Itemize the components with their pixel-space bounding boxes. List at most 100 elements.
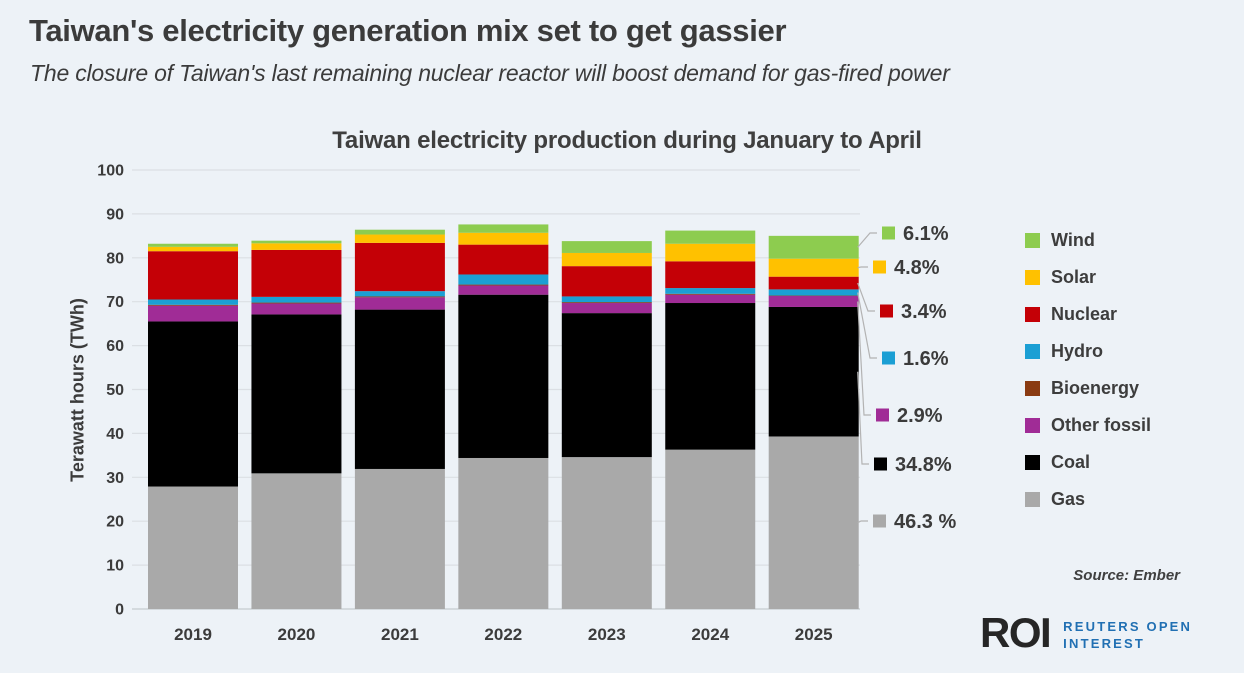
leader-line-nuclear bbox=[857, 282, 875, 312]
legend-swatch-coal bbox=[1025, 455, 1040, 470]
bar-2020-coal bbox=[251, 314, 342, 474]
chart-title: Taiwan electricity production during Jan… bbox=[332, 127, 922, 154]
bar-2025-wind bbox=[768, 235, 859, 259]
y-tick-label-70: 70 bbox=[106, 294, 124, 311]
bar-2023-wind bbox=[561, 241, 652, 253]
bar-2019-bioenergy bbox=[148, 304, 238, 306]
bar-2022-nuclear bbox=[458, 244, 549, 275]
bar-2019-wind bbox=[148, 243, 238, 247]
bar-2025-other-fossil bbox=[768, 295, 859, 307]
bar-2025-nuclear bbox=[768, 276, 859, 290]
callout-swatch-hydro bbox=[882, 351, 895, 365]
bar-2025-gas bbox=[768, 436, 859, 609]
bar-2022-hydro bbox=[458, 274, 549, 285]
bar-2025-solar bbox=[768, 258, 859, 277]
legend-label-hydro: Hydro bbox=[1051, 341, 1104, 361]
roi-logo-mark: ROI bbox=[980, 609, 1052, 656]
bar-2022-wind bbox=[458, 224, 549, 233]
bar-2019-solar bbox=[148, 246, 238, 252]
legend-label-gas: Gas bbox=[1051, 489, 1086, 509]
bar-2021-gas bbox=[354, 468, 445, 609]
x-tick-label-2019: 2019 bbox=[174, 625, 212, 644]
callout-text-nuclear: 3.4% bbox=[901, 301, 947, 323]
x-tick-label-2022: 2022 bbox=[484, 625, 522, 644]
legend-swatch-wind bbox=[1025, 233, 1040, 248]
bar-2020-solar bbox=[251, 243, 342, 250]
bar-2024-gas bbox=[665, 449, 756, 609]
legend-item-solar: Solar bbox=[1025, 259, 1215, 296]
bar-2023-gas bbox=[561, 457, 652, 609]
y-tick-label-100: 100 bbox=[97, 163, 124, 180]
y-tick-label-60: 60 bbox=[106, 338, 124, 355]
callout-swatch-solar bbox=[873, 260, 886, 274]
bar-2021-coal bbox=[354, 309, 445, 469]
bar-2021-bioenergy bbox=[354, 296, 445, 298]
y-tick-label-40: 40 bbox=[106, 426, 124, 443]
legend-item-gas: Gas bbox=[1025, 481, 1215, 518]
callout-text-solar: 4.8% bbox=[894, 257, 940, 279]
chart-legend: Wind Solar Nuclear Hydro Bioenergy Other foss… bbox=[1025, 222, 1215, 518]
leader-line-other-fossil bbox=[857, 301, 871, 416]
bar-2023-bioenergy bbox=[561, 302, 652, 304]
source-note: Source: Ember bbox=[1073, 567, 1180, 584]
legend-label-solar: Solar bbox=[1051, 267, 1097, 287]
bar-2020-wind bbox=[251, 240, 342, 244]
leader-line-hydro bbox=[857, 292, 877, 359]
bar-2020-hydro bbox=[251, 296, 342, 303]
y-tick-label-20: 20 bbox=[106, 514, 124, 531]
bar-2023-other-fossil bbox=[561, 303, 652, 314]
legend-item-hydro: Hydro bbox=[1025, 333, 1215, 370]
legend-label-bioenergy: Bioenergy bbox=[1051, 378, 1140, 398]
bar-2021-nuclear bbox=[354, 242, 445, 292]
bar-2019-hydro bbox=[148, 299, 238, 305]
bar-2022-other-fossil bbox=[458, 285, 549, 295]
bar-2019-coal bbox=[148, 321, 238, 487]
bar-2020-nuclear bbox=[251, 249, 342, 297]
callout-swatch-other-fossil bbox=[876, 408, 889, 422]
callout-swatch-wind bbox=[882, 226, 895, 240]
page-title: Taiwan's electricity generation mix set … bbox=[29, 13, 787, 48]
callout-text-hydro: 1.6% bbox=[903, 348, 949, 370]
legend-label-wind: Wind bbox=[1051, 230, 1095, 250]
leader-line-gas bbox=[857, 520, 868, 524]
bar-2022-gas bbox=[458, 457, 549, 609]
legend-swatch-other-fossil bbox=[1025, 418, 1040, 433]
roi-logo-tagline: REUTERS OPEN INTEREST bbox=[1063, 619, 1193, 651]
x-tick-label-2021: 2021 bbox=[381, 625, 419, 644]
legend-item-other-fossil: Other fossil bbox=[1025, 407, 1215, 444]
bar-2025-hydro bbox=[768, 289, 859, 296]
bar-2020-gas bbox=[251, 473, 342, 609]
callout-swatch-coal bbox=[874, 457, 887, 471]
bar-2024-bioenergy bbox=[665, 293, 756, 295]
y-tick-label-80: 80 bbox=[106, 250, 124, 267]
bar-2024-wind bbox=[665, 230, 756, 244]
legend-label-other-fossil: Other fossil bbox=[1051, 415, 1152, 435]
x-tick-label-2025: 2025 bbox=[795, 625, 833, 644]
legend-swatch-hydro bbox=[1025, 344, 1040, 359]
legend-swatch-nuclear bbox=[1025, 307, 1040, 322]
bar-2022-solar bbox=[458, 232, 549, 245]
y-tick-label-10: 10 bbox=[106, 558, 124, 575]
annotations: 6.1% 4.8% 3.4% 1.6% 2.9% 34.8% 46.3 % bbox=[857, 223, 956, 533]
bar-2021-wind bbox=[354, 229, 445, 235]
bar-2021-hydro bbox=[354, 291, 445, 297]
bar-2022-bioenergy bbox=[458, 284, 549, 286]
bar-2021-solar bbox=[354, 234, 445, 243]
bar-2019-gas bbox=[148, 486, 238, 609]
y-tick-label-0: 0 bbox=[115, 602, 124, 619]
bar-2023-hydro bbox=[561, 296, 652, 303]
leader-line-solar bbox=[857, 266, 868, 269]
x-tick-label-2023: 2023 bbox=[588, 625, 626, 644]
legend-item-nuclear: Nuclear bbox=[1025, 296, 1215, 333]
leader-line-coal bbox=[857, 371, 869, 465]
callout-text-gas: 46.3 % bbox=[894, 511, 956, 533]
bar-2023-nuclear bbox=[561, 266, 652, 297]
bar-2025-coal bbox=[768, 306, 859, 437]
bar-2024-coal bbox=[665, 303, 756, 450]
legend-item-coal: Coal bbox=[1025, 444, 1215, 481]
bar-2019-other-fossil bbox=[148, 305, 238, 322]
bar-2024-other-fossil bbox=[665, 294, 756, 304]
legend-item-bioenergy: Bioenergy bbox=[1025, 370, 1215, 407]
bar-2020-bioenergy bbox=[251, 302, 342, 304]
leader-line-wind bbox=[857, 232, 877, 248]
